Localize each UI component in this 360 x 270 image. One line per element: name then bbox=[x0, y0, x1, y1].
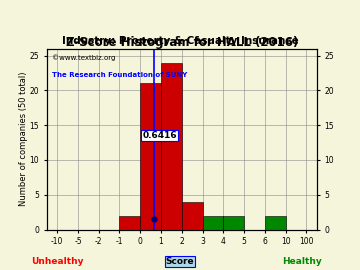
Bar bbox=[182, 202, 203, 230]
Bar bbox=[140, 83, 161, 230]
Text: Score: Score bbox=[166, 257, 194, 266]
Bar bbox=[265, 215, 285, 230]
Bar bbox=[161, 63, 182, 230]
Title: Z-Score Histogram for HALL (2016): Z-Score Histogram for HALL (2016) bbox=[66, 36, 298, 49]
Bar bbox=[203, 215, 223, 230]
Text: Industry: Property & Casualty Insurance: Industry: Property & Casualty Insurance bbox=[62, 36, 298, 46]
Y-axis label: Number of companies (50 total): Number of companies (50 total) bbox=[19, 72, 28, 206]
Text: The Research Foundation of SUNY: The Research Foundation of SUNY bbox=[52, 72, 188, 78]
Bar bbox=[223, 215, 244, 230]
Text: ©www.textbiz.org: ©www.textbiz.org bbox=[52, 54, 116, 61]
Bar bbox=[120, 215, 140, 230]
Text: 0.6416: 0.6416 bbox=[143, 131, 177, 140]
Text: Healthy: Healthy bbox=[283, 257, 322, 266]
Text: Unhealthy: Unhealthy bbox=[31, 257, 84, 266]
